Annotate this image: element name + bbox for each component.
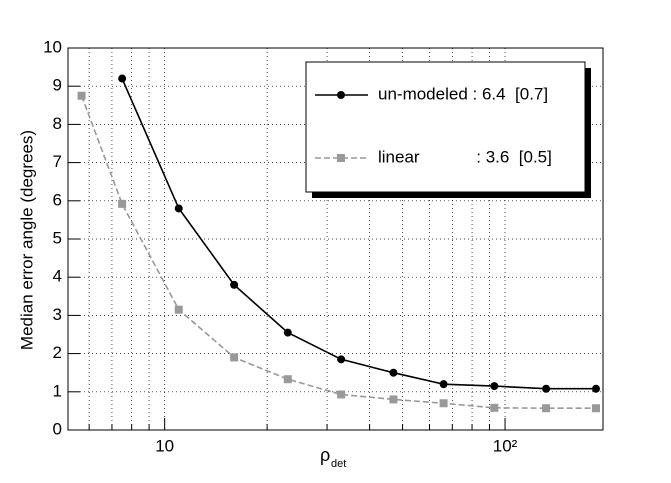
legend-marker [337, 154, 345, 162]
data-point [490, 382, 499, 391]
legend [305, 61, 586, 193]
x-axis-label: ρ [320, 445, 330, 465]
data-point [174, 204, 183, 213]
data-point [389, 368, 398, 377]
legend-label: un-modeled : 6.4 [0.7] [378, 84, 548, 103]
data-point [174, 305, 183, 314]
data-point [283, 375, 292, 384]
y-tick-label: 1 [53, 381, 62, 400]
data-point [439, 380, 448, 389]
series-line [121, 78, 596, 390]
data-point [337, 390, 346, 399]
y-tick-label: 4 [53, 267, 62, 286]
y-tick-label: 10 [43, 37, 62, 56]
data-point [542, 404, 551, 413]
y-tick-label: 7 [53, 152, 62, 171]
data-point [230, 280, 239, 289]
plot-area [77, 74, 600, 413]
y-tick-label: 3 [53, 305, 62, 324]
y-tick-label: 0 [53, 419, 62, 438]
y-tick-label: 6 [53, 190, 62, 209]
y-tick-label: 2 [53, 343, 62, 362]
data-point [77, 91, 86, 100]
data-point [230, 353, 239, 362]
y-tick-label: 9 [53, 76, 62, 95]
data-point [591, 404, 600, 413]
x-tick-label: 10² [493, 436, 518, 455]
y-axis-label: Median error angle (degrees) [17, 130, 36, 350]
data-point [118, 199, 127, 208]
y-tick-label: 5 [53, 228, 62, 247]
x-axis-label-subscript: det [331, 458, 346, 470]
data-point [490, 403, 499, 412]
data-point [337, 355, 346, 364]
x-tick-label: 10 [155, 436, 174, 455]
data-point [283, 328, 292, 337]
data-point [389, 395, 398, 404]
data-point [591, 384, 600, 393]
data-point [542, 384, 551, 393]
y-tick-label: 8 [53, 114, 62, 133]
legend-entries: un-modeled : 6.4 [0.7] linear : 3.6 [0.5] [315, 84, 552, 166]
data-point [118, 74, 127, 83]
legend-label: linear : 3.6 [0.5] [378, 147, 552, 166]
legend-marker [337, 91, 345, 99]
data-point [439, 399, 448, 408]
